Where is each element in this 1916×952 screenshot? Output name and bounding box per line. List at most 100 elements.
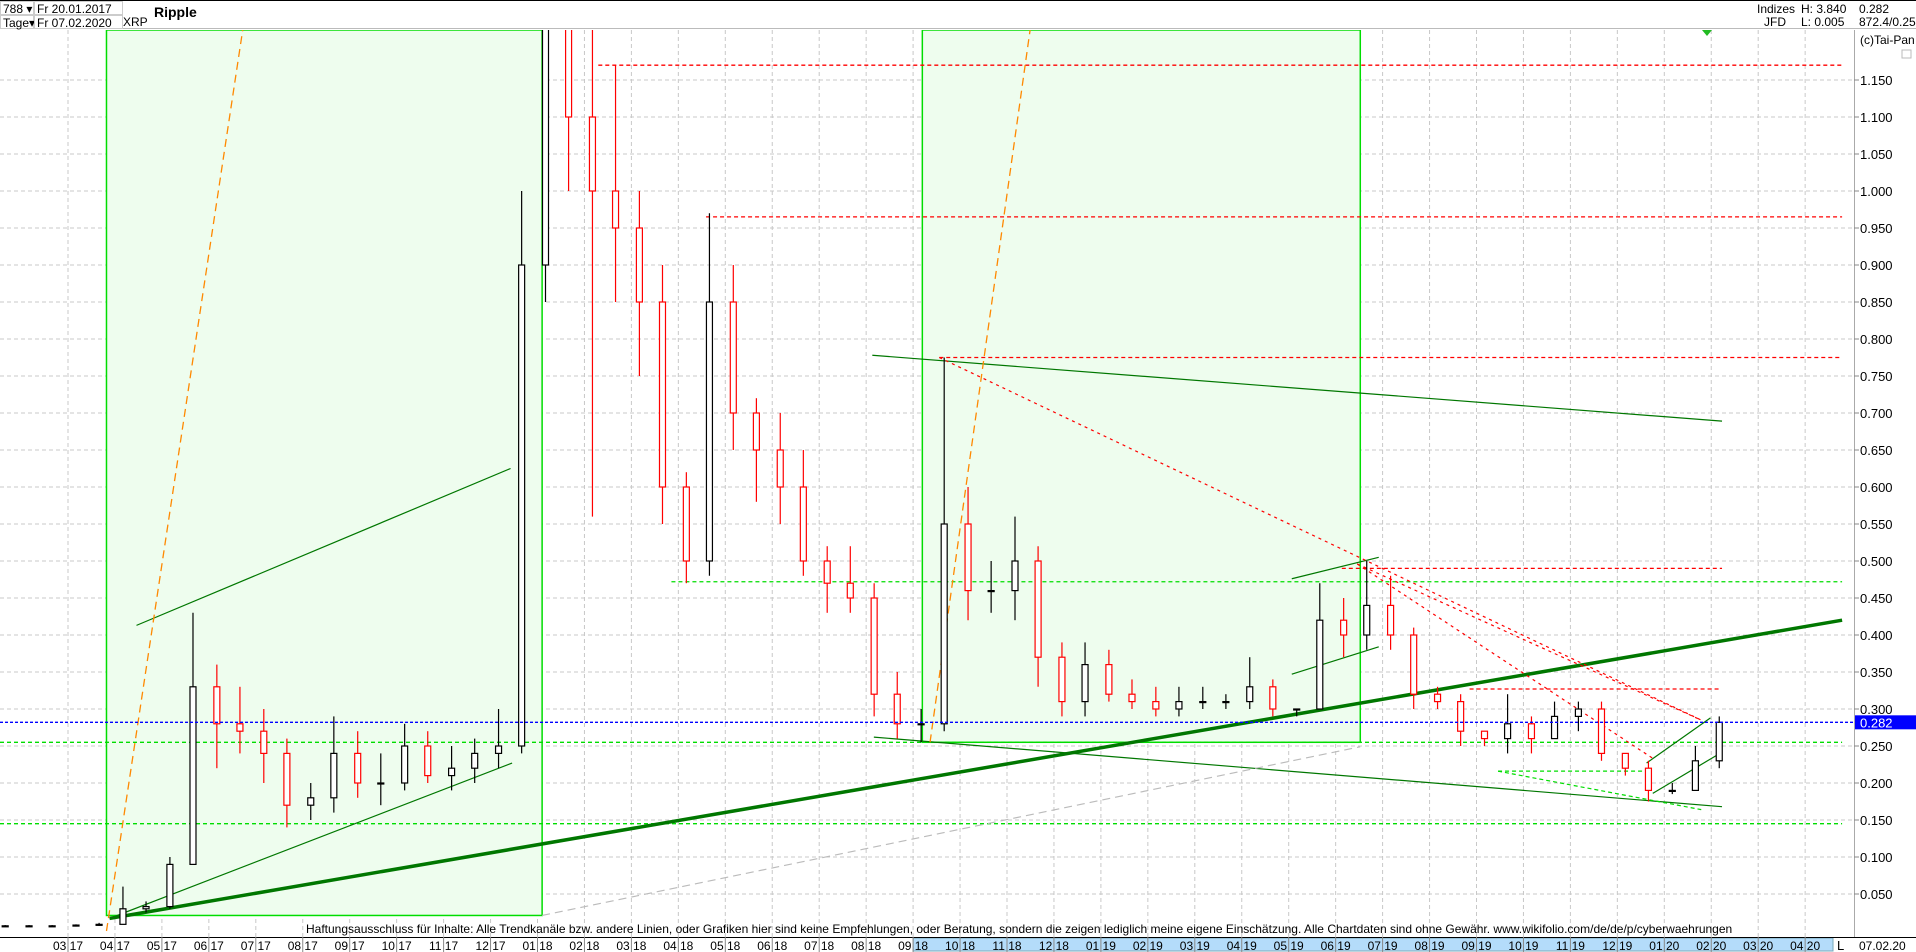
x-tick-label: 01 18 [522,939,552,952]
candle-body [1410,634,1418,695]
candle-body [729,301,737,414]
candle-body [354,752,362,784]
candle-body [48,925,56,928]
candle-body [330,752,338,799]
x-tick-label: 01 19 [1086,939,1116,952]
candle-body [893,693,901,725]
chart-header: 788 ▾ Tage▾ Fr 20.01.2017 Fr 07.02.2020 … [0,0,1916,30]
candle-body [1668,789,1676,793]
x-tick-label: 04 18 [663,939,693,952]
y-tick-label: 0.950 [1860,221,1893,236]
thin-trend-line [1291,556,1379,580]
candle-body [236,723,244,732]
candle-body [541,30,550,266]
y-tick-label: 1.050 [1860,147,1893,162]
x-tick-label: 08 19 [1415,939,1445,952]
y-tick-label: 1.000 [1860,184,1893,199]
candle-body [401,745,409,784]
bars-count-dropdown[interactable]: 788 ▾ [0,1,34,16]
candle-body [72,924,80,927]
candle-body [142,905,150,910]
axes: 0.050 0.100 0.150 0.200 0.250 0.300 0.350 0.400… [0,30,1916,952]
extra-value: 872.4/0.25 [1859,15,1916,29]
candle-body [1340,619,1348,636]
highlight-zone [921,30,1362,744]
x-tick-label: 02 18 [569,939,599,952]
x-tick-label: 05 17 [147,939,177,952]
y-tick-label: 0.800 [1860,332,1893,347]
candle-body [1527,723,1536,740]
last-price-label: 0.282 [1860,715,1893,730]
candle-body [307,797,315,806]
y-tick-label: 0.600 [1860,480,1893,495]
candle-body [1152,700,1160,710]
collapse-icon[interactable] [1901,49,1912,59]
gray-dashed-trend-line [541,746,1361,917]
candle-body [1128,693,1136,703]
candle-body [870,597,878,695]
candle-body [1433,693,1442,703]
date-to-field[interactable]: Fr 07.02.2020 [34,15,123,30]
x-tick-label: 11 18 [992,939,1021,952]
y-tick-label: 0.450 [1860,591,1893,606]
candle-body [1316,619,1324,710]
x-tick-label: 09 17 [335,939,365,952]
candle-body [95,923,103,926]
candle-body [564,30,573,118]
candle-body [1199,700,1207,704]
candle-body [917,723,925,726]
candle-body [189,686,197,865]
fan-trend-line [105,30,244,932]
marker-triangle-icon [1702,30,1712,36]
candle-body [166,863,174,908]
x-tick-label: 11 19 [1556,939,1585,952]
candle-body [1011,560,1019,592]
candle-body [471,752,479,769]
x-tick-label: 11 17 [429,939,458,952]
thin-trend-line [136,467,511,626]
x-tick-label: 04 19 [1227,939,1257,952]
candle-body [25,925,33,928]
thin-trend-line [873,736,1723,808]
interval-dropdown[interactable]: Tage▾ [0,15,35,30]
date-from-field[interactable]: Fr 20.01.2017 [34,1,123,16]
thin-trend-line [1646,717,1711,764]
y-tick-label: 0.900 [1860,258,1893,273]
bars-count: 788 [3,2,24,16]
x-tick-label: 03 18 [616,939,646,952]
candle-body [213,686,221,725]
candle-body [1,925,9,928]
candle-body [1480,730,1489,740]
low-value: L: 0.005 [1801,15,1845,29]
x-tick-label: 12 17 [476,939,506,952]
x-tick-label: 05 19 [1274,939,1304,952]
y-tick-label: 0.850 [1860,295,1893,310]
candle-body [1081,663,1089,703]
candle-body [1246,686,1254,703]
disclaimer: Haftungsausschluss für Inhalte: Alle Tre… [306,922,1732,936]
x-tick-label: 09 19 [1461,939,1491,952]
highlight-zone [105,30,543,917]
x-tick-label: 06 19 [1321,939,1351,952]
candle-body [518,264,526,747]
zones [105,30,1362,917]
log-toggle[interactable]: L [1837,938,1844,952]
y-tick-label: 0.650 [1860,443,1893,458]
thin-trend-line [872,354,1723,422]
candle-body [424,745,432,777]
candle-body [1175,700,1183,710]
candle-body [119,908,127,925]
x-tick-label: 10 18 [945,939,975,952]
last-value: 0.282 [1859,2,1890,16]
candle-body [635,227,644,303]
y-tick-label: 0.400 [1860,628,1893,643]
candle-body [1644,767,1653,792]
drawings [0,30,1843,932]
red-dotted-trend-line [1356,563,1702,721]
y-tick-label: 0.050 [1860,887,1893,902]
y-tick-label: 0.350 [1860,665,1893,680]
candle-body [1269,686,1277,710]
x-tick-label: 07 19 [1368,939,1398,952]
candle-body [377,782,385,785]
